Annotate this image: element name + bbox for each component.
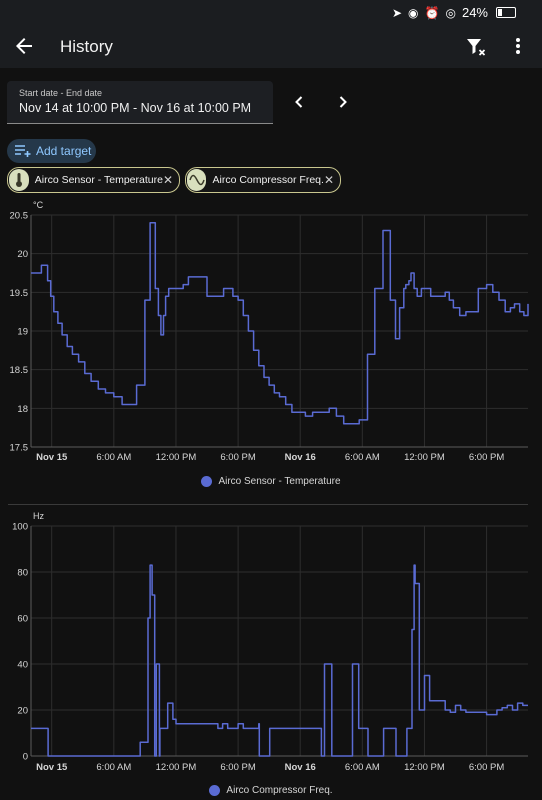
x-tick-label: 6:00 PM [469,762,504,773]
y-tick-label: 17.5 [10,443,29,454]
target-chip-temperature[interactable]: Airco Sensor - Temperature ✕ [7,167,180,193]
battery-icon [496,7,516,18]
y-tick-label: 40 [17,660,28,671]
series-line [31,221,529,425]
legend-label: Airco Sensor - Temperature [218,476,341,487]
y-tick-label: 100 [12,522,28,533]
x-tick-label: Nov 15 [36,762,68,773]
legend-swatch [209,785,221,796]
x-tick-label: 12:00 PM [156,452,197,463]
back-arrow-icon[interactable] [12,34,36,58]
y-tick-label: 19 [17,327,28,338]
x-tick-label: 12:00 PM [404,762,445,773]
x-tick-label: 6:00 PM [220,762,255,773]
close-icon[interactable]: ✕ [162,173,173,187]
target-chip-label: Airco Compressor Freq. [212,174,324,186]
filter-remove-icon[interactable] [464,35,488,59]
y-tick-label: 19.5 [10,288,29,299]
y-tick-label: 18 [17,404,28,415]
more-vert-icon[interactable] [512,34,524,58]
close-icon[interactable]: ✕ [323,173,334,187]
y-axis-unit: °C [33,200,44,210]
date-range-field[interactable]: Start date - End date Nov 14 at 10:00 PM… [7,81,273,124]
sine-wave-icon [187,169,207,191]
compressor-frequency-chart: Hz 100 80 60 40 20 0 Nov 15 6:00 AM 12:00 PM 6:00 … [12,511,528,773]
alarm-icon: ⏰ [424,5,440,20]
x-tick-label: 12:00 PM [404,452,445,463]
temperature-chart: °C 20.5 20 19.5 19 18.5 18 17.5 Nov 15 6:00 AM 12:… [10,200,529,463]
series-line [31,564,528,757]
y-tick-label: 0 [23,752,28,763]
telegram-icon: ➤ [391,5,403,20]
target-chip-label: Airco Sensor - Temperature [34,174,163,186]
add-target-button[interactable]: Add target [7,139,96,163]
chart-legend[interactable]: Airco Compressor Freq. [0,785,542,796]
app-bar: History [0,26,542,68]
y-tick-label: 60 [17,614,28,625]
x-tick-label: Nov 15 [36,452,68,463]
playlist-add-icon [15,145,31,157]
x-tick-label: Nov 16 [285,452,316,463]
date-range-label: Start date - End date [19,88,103,98]
status-bar: ➤ ◉ ⏰ ◎ 24% [0,0,542,26]
divider [8,504,528,505]
x-tick-label: 6:00 AM [345,452,380,463]
y-tick-label: 18.5 [10,365,29,376]
x-tick-label: 6:00 AM [96,762,131,773]
x-tick-label: 6:00 AM [96,452,131,463]
x-tick-label: 6:00 PM [469,452,504,463]
y-tick-label: 20 [17,706,28,717]
x-tick-label: 6:00 PM [220,452,255,463]
thermometer-icon [9,169,29,191]
y-tick-label: 80 [17,568,28,579]
x-tick-label: 12:00 PM [156,762,197,773]
chevron-right-icon[interactable] [333,92,353,112]
wifi-icon: ◉ [408,5,419,20]
y-axis-unit: Hz [33,511,44,521]
y-tick-label: 20.5 [10,211,29,222]
legend-swatch [201,476,213,487]
chevron-left-icon[interactable] [289,92,309,112]
chart-legend[interactable]: Airco Sensor - Temperature [0,476,542,487]
data-saver-icon: ◎ [445,5,456,20]
page-title: History [60,37,113,56]
x-tick-label: Nov 16 [285,762,316,773]
date-range-value: Nov 14 at 10:00 PM - Nov 16 at 10:00 PM [19,101,252,115]
legend-label: Airco Compressor Freq. [226,785,333,796]
status-icons: ➤ ◉ ⏰ ◎ 24% [392,5,516,20]
battery-percent: 24% [461,5,488,20]
y-tick-label: 20 [17,249,28,260]
x-tick-label: 6:00 AM [345,762,380,773]
target-chip-compressor[interactable]: Airco Compressor Freq. ✕ [185,167,341,193]
add-target-label: Add target [36,144,92,158]
